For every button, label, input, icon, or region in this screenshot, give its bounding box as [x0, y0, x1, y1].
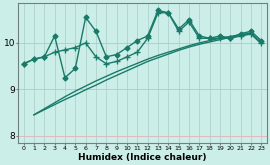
X-axis label: Humidex (Indice chaleur): Humidex (Indice chaleur)	[78, 152, 207, 162]
